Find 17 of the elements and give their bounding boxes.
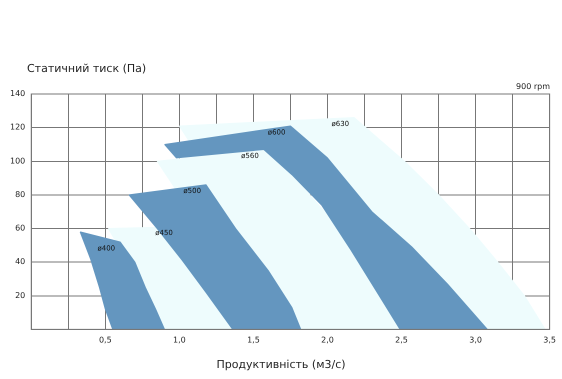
x-tick-label: 3,0	[469, 335, 482, 344]
x-tick-label: 2,0	[321, 335, 334, 344]
x-tick-label: 3,5	[543, 335, 556, 344]
y-tick-label: 100	[10, 156, 26, 166]
y-tick-label: 140	[10, 89, 26, 98]
y-tick-label: 120	[10, 122, 26, 132]
x-tick-label: 1,0	[173, 335, 186, 344]
y-tick-label: 40	[15, 257, 26, 266]
x-tick-label: 2,5	[395, 335, 408, 344]
x-axis-title: Продуктивність (м3/с)	[215, 358, 347, 371]
y-tick-label: 60	[15, 224, 26, 233]
y-tick-label: 80	[15, 190, 26, 199]
x-tick-label: 1,5	[247, 335, 260, 344]
y-tick-label: 20	[15, 290, 26, 300]
y-axis-title: Статичний тиск (Па)	[27, 62, 146, 75]
text: 900 rpm	[516, 82, 550, 91]
x-tick-label: 0,5	[98, 335, 112, 344]
